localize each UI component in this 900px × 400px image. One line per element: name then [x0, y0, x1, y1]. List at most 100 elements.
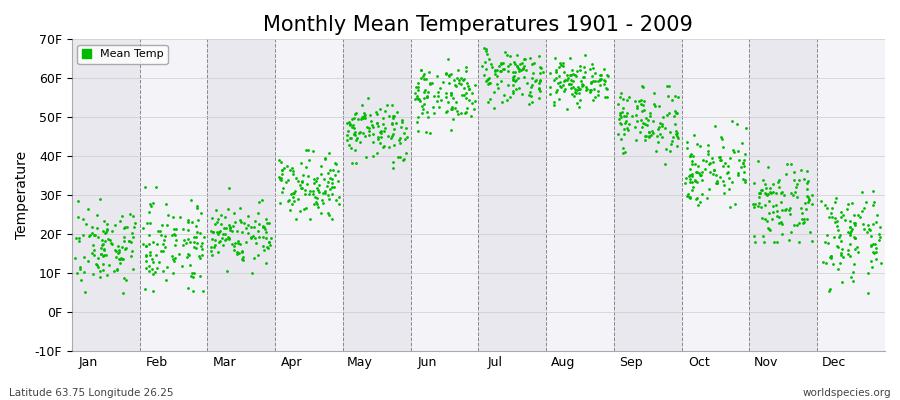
Point: [702, 168, 716, 175]
Point: [126, 266, 140, 273]
Point: [248, 218, 263, 224]
Point: [670, 128, 684, 134]
Point: [557, 69, 572, 76]
Point: [502, 94, 517, 100]
Point: [536, 69, 550, 75]
Point: [518, 74, 532, 80]
Point: [97, 252, 112, 258]
Point: [512, 66, 526, 72]
Point: [351, 116, 365, 122]
Point: [312, 182, 327, 188]
Point: [95, 253, 110, 260]
Point: [794, 167, 808, 173]
Point: [649, 148, 663, 155]
Point: [159, 264, 174, 270]
Point: [721, 162, 735, 169]
Point: [358, 115, 373, 121]
Point: [274, 200, 288, 206]
Point: [482, 96, 497, 102]
Point: [398, 136, 412, 142]
Point: [220, 234, 235, 240]
Point: [82, 232, 96, 238]
Point: [860, 222, 875, 228]
Point: [799, 216, 814, 222]
Point: [262, 220, 276, 226]
Point: [340, 128, 355, 134]
Point: [343, 121, 357, 128]
Point: [508, 60, 522, 67]
Point: [644, 128, 659, 135]
Point: [849, 234, 863, 241]
Point: [251, 228, 266, 234]
Point: [109, 248, 123, 254]
Point: [274, 167, 289, 173]
Point: [259, 235, 274, 241]
Point: [213, 212, 228, 218]
Point: [410, 95, 425, 101]
Point: [488, 68, 502, 74]
Point: [713, 154, 727, 160]
Point: [274, 175, 288, 181]
Point: [239, 239, 254, 246]
Point: [113, 218, 128, 224]
Point: [682, 178, 697, 185]
Point: [126, 233, 140, 240]
Point: [300, 181, 314, 188]
Point: [801, 197, 815, 204]
Point: [866, 221, 880, 227]
Point: [460, 80, 474, 86]
Point: [508, 86, 523, 92]
Point: [834, 209, 849, 215]
Point: [359, 153, 374, 160]
Point: [500, 63, 515, 69]
Point: [797, 200, 812, 206]
Point: [826, 261, 841, 267]
Point: [112, 246, 126, 253]
Point: [842, 228, 856, 235]
Point: [634, 124, 649, 130]
Point: [166, 270, 180, 276]
Point: [583, 79, 598, 86]
Point: [684, 151, 698, 158]
Point: [194, 210, 208, 216]
Point: [766, 239, 780, 245]
Point: [146, 200, 160, 206]
Point: [245, 270, 259, 276]
Point: [285, 190, 300, 196]
Point: [374, 130, 389, 136]
Point: [452, 79, 466, 86]
Point: [488, 66, 502, 73]
Point: [259, 229, 274, 236]
Point: [120, 244, 134, 251]
Point: [139, 242, 153, 249]
Point: [522, 101, 536, 107]
Point: [318, 188, 332, 194]
Point: [185, 270, 200, 276]
Point: [655, 114, 670, 120]
Point: [346, 122, 361, 128]
Point: [872, 237, 886, 243]
Point: [360, 124, 374, 130]
Point: [680, 190, 695, 197]
Point: [691, 162, 706, 169]
Point: [598, 78, 612, 84]
Point: [830, 222, 844, 229]
Point: [722, 175, 736, 182]
Point: [726, 147, 741, 153]
Point: [617, 149, 632, 155]
Point: [590, 88, 605, 94]
Point: [689, 169, 704, 175]
Point: [190, 205, 204, 212]
Point: [552, 73, 566, 79]
Point: [485, 64, 500, 70]
Point: [751, 203, 765, 210]
Point: [284, 207, 298, 213]
Point: [384, 133, 399, 139]
Point: [843, 230, 858, 236]
Point: [420, 89, 435, 95]
Title: Monthly Mean Temperatures 1901 - 2009: Monthly Mean Temperatures 1901 - 2009: [264, 15, 693, 35]
Point: [868, 245, 883, 251]
Point: [566, 78, 580, 84]
Point: [302, 191, 317, 197]
Point: [274, 177, 288, 184]
